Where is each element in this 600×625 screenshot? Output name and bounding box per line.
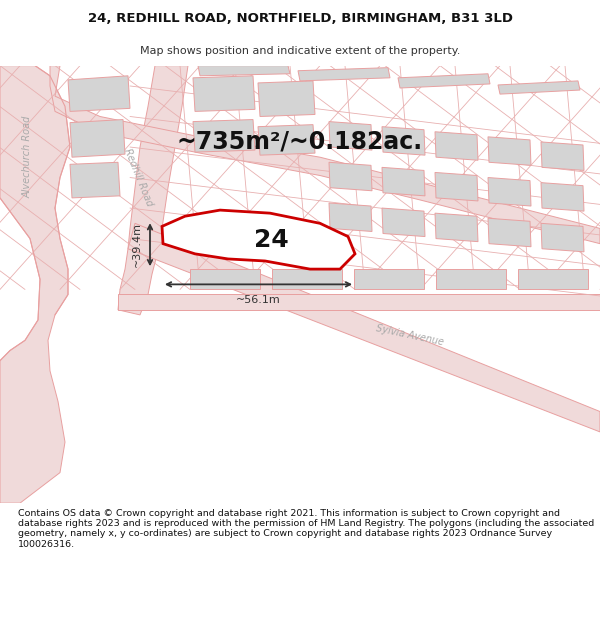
Polygon shape (0, 66, 70, 503)
Polygon shape (162, 210, 355, 269)
Polygon shape (0, 66, 600, 503)
Polygon shape (488, 137, 531, 166)
Text: Sylvia Avenue: Sylvia Avenue (375, 323, 445, 348)
Polygon shape (258, 81, 315, 116)
Polygon shape (488, 218, 531, 247)
Polygon shape (329, 162, 372, 191)
Polygon shape (435, 213, 478, 242)
Polygon shape (541, 142, 584, 171)
Polygon shape (435, 132, 478, 160)
Polygon shape (435, 173, 478, 201)
Polygon shape (498, 81, 580, 94)
Polygon shape (436, 269, 506, 289)
Polygon shape (70, 162, 120, 198)
Polygon shape (518, 269, 588, 289)
Text: Alvechurch Road: Alvechurch Road (23, 116, 33, 198)
Polygon shape (118, 294, 600, 310)
Polygon shape (541, 223, 584, 252)
Text: Redhill Road: Redhill Road (122, 147, 154, 208)
Text: Contains OS data © Crown copyright and database right 2021. This information is : Contains OS data © Crown copyright and d… (18, 509, 594, 549)
Polygon shape (128, 223, 600, 432)
Polygon shape (382, 127, 425, 155)
Text: ~56.1m: ~56.1m (236, 294, 281, 304)
Polygon shape (118, 66, 188, 315)
Polygon shape (382, 168, 425, 196)
Polygon shape (272, 269, 342, 289)
Polygon shape (193, 76, 255, 111)
Polygon shape (382, 208, 425, 236)
Polygon shape (190, 269, 260, 289)
Polygon shape (541, 182, 584, 211)
Polygon shape (298, 68, 390, 81)
Text: ~735m²/~0.182ac.: ~735m²/~0.182ac. (177, 130, 423, 154)
Polygon shape (488, 177, 531, 206)
Polygon shape (354, 269, 424, 289)
Polygon shape (329, 203, 372, 231)
Polygon shape (258, 124, 315, 155)
Polygon shape (198, 66, 290, 76)
Polygon shape (193, 119, 255, 152)
Text: Map shows position and indicative extent of the property.: Map shows position and indicative extent… (140, 46, 460, 56)
Text: ~39.4m: ~39.4m (132, 222, 142, 268)
Text: 24, REDHILL ROAD, NORTHFIELD, BIRMINGHAM, B31 3LD: 24, REDHILL ROAD, NORTHFIELD, BIRMINGHAM… (88, 12, 512, 25)
Polygon shape (70, 119, 125, 158)
Polygon shape (329, 122, 372, 150)
Text: 24: 24 (254, 228, 289, 252)
Polygon shape (50, 66, 600, 244)
Polygon shape (68, 76, 130, 111)
Polygon shape (398, 74, 490, 88)
